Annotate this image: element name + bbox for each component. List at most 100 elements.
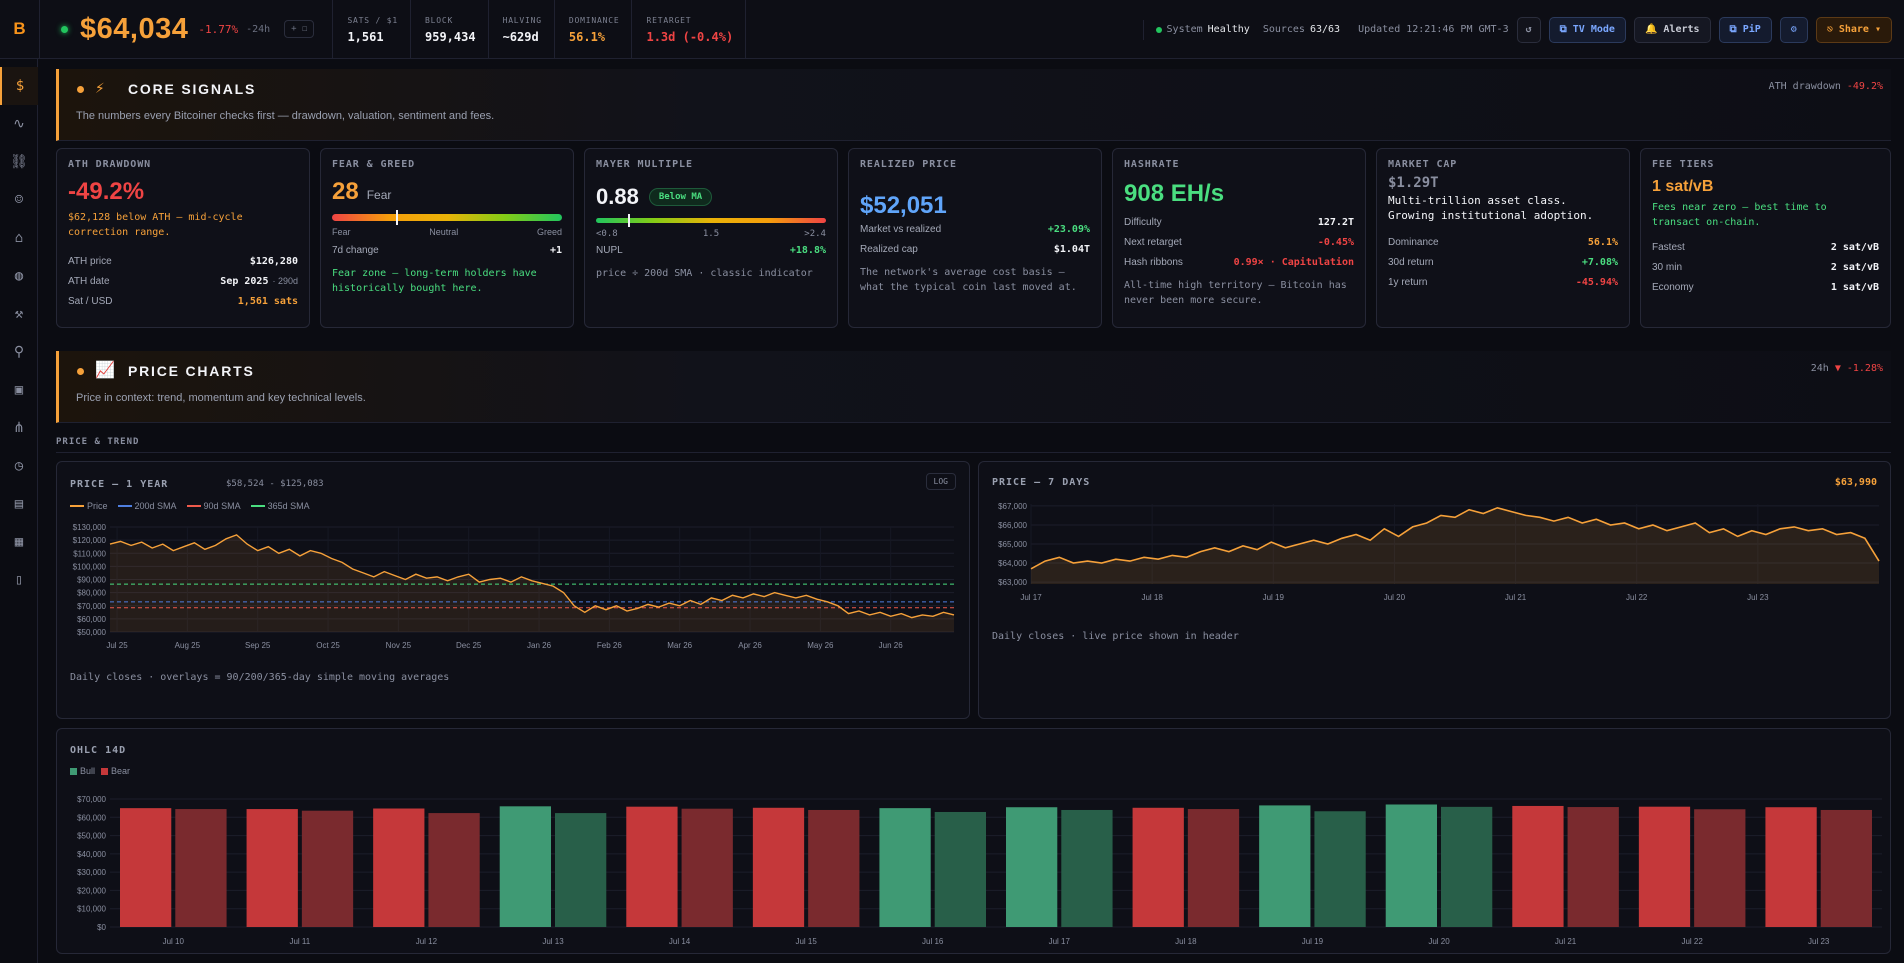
market-cap-rows: Dominance 56.1% 30d return +7.08% 1y return -… [1388,237,1618,288]
y-tick-label: $0 [97,923,106,932]
pip-button[interactable]: ⧉ PiP [1718,16,1772,43]
mining-icon[interactable]: ⚒ [14,306,24,322]
row-value: $1.04T [1053,244,1090,255]
mayer-value: 0.88 [596,184,639,209]
stat-value: 959,434 [425,29,476,44]
activity-icon[interactable]: ∿ [13,116,25,132]
y-tick-label: $80,000 [77,589,106,598]
ohlc-bar [1385,804,1437,927]
legend-item[interactable]: 365d SMA [250,501,310,511]
row-value: 1 sat/vB [1830,282,1879,293]
card-title: MAYER MULTIPLE [596,159,693,170]
stat-value: 56.1% [568,29,606,44]
link-icon[interactable]: ⛓ [10,154,28,170]
x-tick-label: Jul 12 [416,937,438,946]
ohlc-chart[interactable]: $70,000 $60,000 $50,000 $40,000 $30,000 $20,0… [57,781,1890,951]
section-bullet-icon [77,368,84,375]
stat-retarget: RETARGET 1.3d (-0.4%) [631,0,747,59]
system-label: System [1166,24,1203,35]
wrench-icon[interactable]: ⚲ [13,344,25,360]
price-line [109,534,955,619]
ohlc-bar [1765,807,1817,927]
ohlc-bar [1259,805,1311,927]
stat-row: Dominance 56.1% [1388,237,1618,248]
price-timeframe: -24h [246,23,271,35]
legend-item[interactable]: 90d SMA [186,501,241,511]
ohlc-bar [626,806,678,927]
y-tick-label: $110,000 [73,549,106,558]
x-tick-label: Jul 22 [1681,937,1703,946]
stat-row: 30d return +7.08% [1388,257,1618,268]
row-value: +23.09% [1047,224,1090,235]
legend-item[interactable]: Price [70,501,108,511]
section-right-stat: 24h ▼ -1.28% [1811,363,1883,374]
stat-row: 30 min 2 sat/vB [1652,262,1879,273]
chart-legend: Bull Bear [70,766,130,776]
fear-greed-gauge [332,210,562,225]
row-label: Fastest [1652,242,1685,253]
row-label: Realized cap [860,244,918,255]
bitcoin-logo[interactable]: B [0,0,40,59]
legend-item[interactable]: Bear [101,766,130,776]
ath-subtext: $62,128 below ATH — mid-cycle correction… [68,212,243,238]
legend-item[interactable]: Bull [70,766,95,776]
x-tick-label: Jan 26 [527,641,552,650]
price-1y-panel: PRICE — 1 YEAR $58,524 - $125,083 LOG Pr… [56,461,970,719]
document-icon[interactable]: ▤ [14,496,24,512]
y-tick-label: $30,000 [77,868,106,877]
price-7d-chart[interactable]: $67,000 $66,000 $65,000 $64,000 $63,000 Jul 1… [979,492,1890,622]
legend-swatch [101,767,109,775]
ohlc-bar [246,809,298,927]
row-value: -45.94% [1575,277,1618,288]
y-tick-label: $90,000 [77,576,106,585]
y-tick-label: $10,000 [77,905,106,914]
y-tick-label: $60,000 [77,615,106,624]
realized-rows: Market vs realized +23.09% Realized cap $1.… [860,224,1090,255]
tv-mode-button[interactable]: ⧉ TV Mode [1548,16,1626,43]
scale-mid: 1.5 [702,229,720,239]
globe-icon[interactable]: ◍ [14,268,24,284]
settings-button[interactable]: ⚙ [1779,16,1808,43]
x-tick-label: Jul 23 [1808,937,1830,946]
price-area [1031,507,1879,584]
scale-high: >2.4 [804,229,826,239]
nupl-value: +18.8% [789,245,826,256]
log-scale-toggle[interactable]: LOG [925,473,956,490]
x-tick-label: Jul 20 [1384,593,1406,602]
row-value: -0.45% [1317,237,1354,248]
system-status[interactable]: System Healthy Sources 63/63 [1142,19,1340,40]
legend-item[interactable]: 200d SMA [117,501,177,511]
clock-icon[interactable]: ◷ [14,458,24,474]
book-icon[interactable]: ▯ [14,572,24,588]
ohlc-bar [1187,809,1240,927]
scale-neutral: Neutral [429,227,459,237]
card-title: FEAR & GREED [332,159,416,170]
chart-footer: Daily closes · live price shown in heade… [992,631,1239,642]
row-label: 1y return [1388,277,1428,288]
stats-strip: SATS / $1 1,561 BLOCK 959,434 HALVING ~629d DO… [332,0,747,59]
price-options-button[interactable]: + ☐ [284,20,315,38]
alerts-button[interactable]: 🔔 Alerts [1633,16,1711,43]
x-tick-label: Jul 10 [163,937,185,946]
stat-label: SATS / $1 [347,15,398,25]
smile-icon[interactable]: ☺ [14,192,24,208]
refresh-button[interactable]: ↺ [1516,16,1541,43]
briefcase-icon[interactable]: ▣ [14,382,24,398]
dollar-icon[interactable]: $ [0,67,38,105]
card-title: MARKET CAP [1388,159,1458,170]
x-tick-label: Jul 13 [542,937,564,946]
legend-label: Bull [80,766,96,776]
row-label: Sat / USD [68,296,113,307]
price-change: -1.77% [198,22,239,36]
price-line [1030,506,1880,570]
share-button[interactable]: ⎋ Share ▾ [1815,16,1892,43]
price-1y-chart[interactable]: $130,000 $120,000 $110,000 $100,000 $90,000 $… [57,518,969,698]
legend-swatch [186,505,201,507]
ohlc-bar [752,807,805,927]
hashrate-card: HASHRATE 908 EH/s Difficulty 127.2T Next r… [1112,148,1366,328]
network-icon[interactable]: ⋔ [13,420,25,436]
bank-icon[interactable]: ⌂ [14,230,24,246]
calculator-icon[interactable]: ▦ [14,534,24,550]
row-label: Dominance [1388,237,1439,248]
live-indicator-icon [61,25,68,33]
